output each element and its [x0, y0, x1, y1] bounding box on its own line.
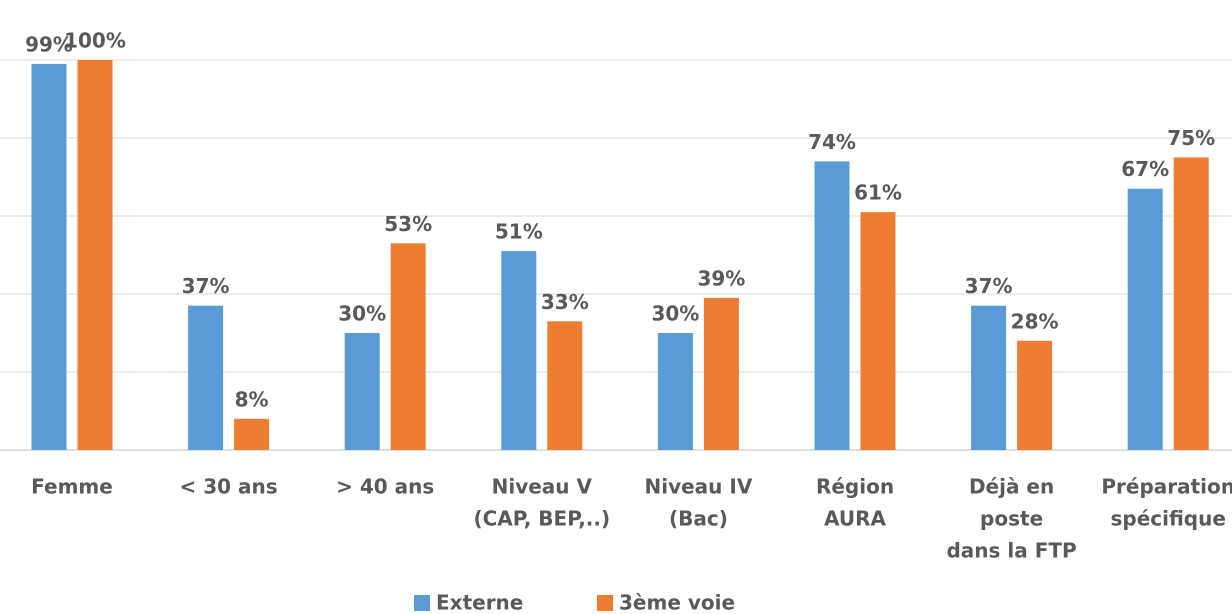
x-tick-label: AURA [824, 507, 887, 531]
x-tick-label: > 40 ans [336, 475, 434, 499]
value-label: 100% [64, 29, 126, 53]
value-label: 37% [182, 274, 230, 298]
legend-swatch [597, 595, 613, 611]
bar [547, 321, 583, 450]
x-tick-label: < 30 ans [180, 475, 278, 499]
x-tick-label: Niveau V [492, 475, 593, 499]
x-tick-label: Niveau IV [644, 475, 752, 499]
legend-swatch [414, 595, 430, 611]
x-tick-label: poste [980, 507, 1043, 531]
bar [234, 418, 270, 450]
value-label: 99% [25, 32, 73, 56]
value-label: 37% [965, 274, 1013, 298]
value-label: 30% [338, 302, 386, 326]
value-label: 30% [651, 302, 699, 326]
value-label: 33% [541, 290, 589, 314]
value-label: 8% [235, 387, 269, 411]
value-label: 75% [1167, 126, 1215, 150]
x-tick-label: spécifique [1110, 507, 1225, 531]
value-label: 74% [808, 130, 856, 154]
bar [860, 212, 896, 450]
bar [1127, 188, 1163, 450]
bar [703, 297, 739, 450]
bar [1173, 157, 1209, 450]
value-label: 51% [495, 220, 543, 244]
bar [188, 305, 224, 450]
value-label: 39% [697, 266, 745, 290]
x-tick-label: Préparation [1101, 475, 1232, 499]
legend-label: Externe [436, 591, 523, 614]
bar [814, 161, 850, 450]
x-tick-label: (CAP, BEP,..) [473, 507, 610, 531]
value-label: 67% [1121, 157, 1169, 181]
bar [390, 243, 426, 450]
bar [971, 305, 1007, 450]
x-tick-label: dans la FTP [946, 539, 1076, 563]
x-tick-label: Région [816, 475, 894, 499]
x-tick-label: Déjà en [969, 475, 1054, 499]
legend-label: 3ème voie [619, 591, 735, 614]
x-tick-label: Femme [31, 475, 113, 499]
bar [501, 251, 537, 450]
bar [31, 63, 67, 451]
bar [344, 333, 380, 450]
bar [657, 333, 693, 450]
value-label: 61% [854, 181, 902, 205]
bar [1017, 340, 1053, 450]
bar [77, 60, 113, 450]
x-tick-label: (Bac) [669, 507, 728, 531]
value-label: 28% [1011, 309, 1059, 333]
value-label: 53% [384, 212, 432, 236]
